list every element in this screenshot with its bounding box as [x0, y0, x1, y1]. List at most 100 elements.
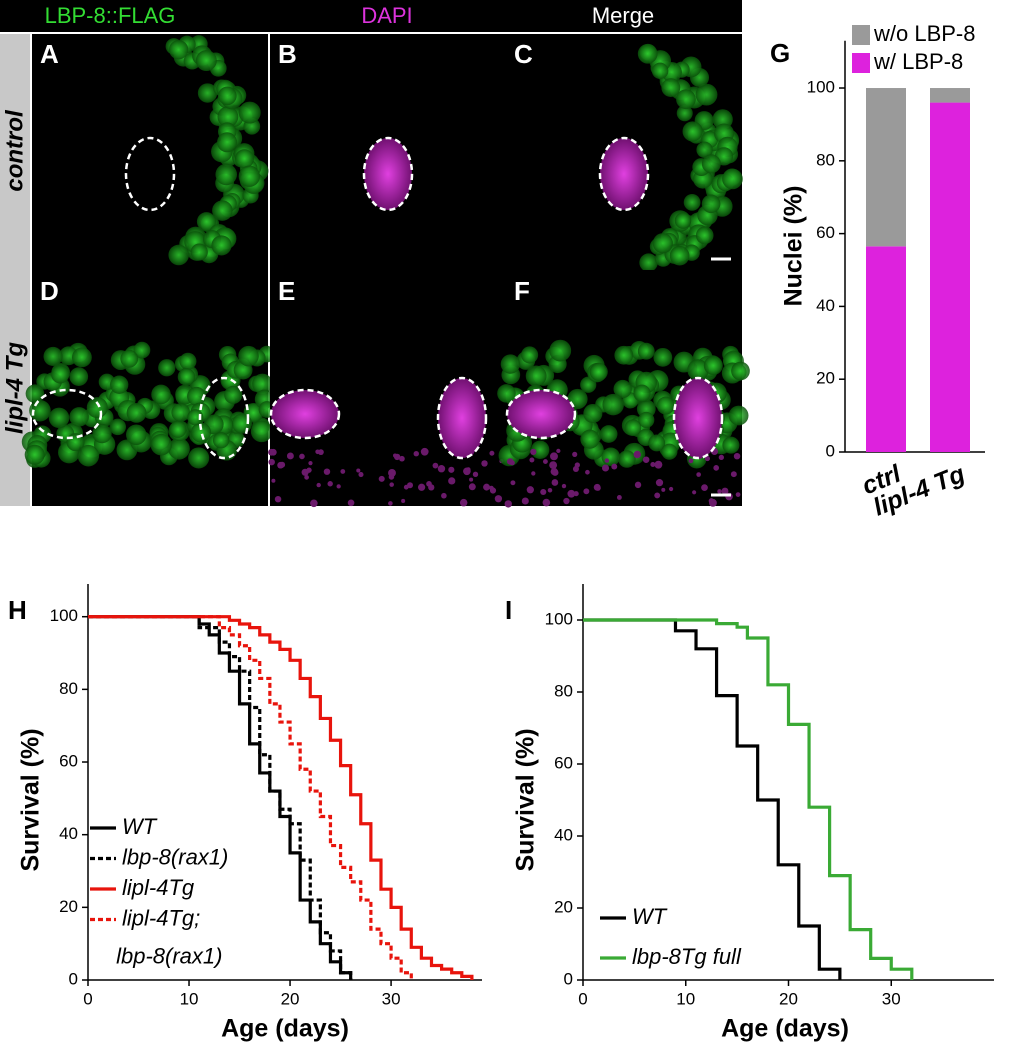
speck [316, 482, 321, 488]
cell [653, 347, 673, 367]
micrographs [21, 34, 750, 508]
speck [540, 488, 547, 496]
speck [279, 461, 286, 468]
panel-letter: H [8, 595, 27, 625]
cell [614, 345, 634, 365]
cell [599, 425, 618, 443]
legend-label: lbp-8Tg full [632, 944, 742, 969]
speck [696, 472, 701, 477]
panel-letter: A [40, 39, 59, 69]
cell [179, 352, 197, 370]
cell [187, 386, 206, 406]
speck [301, 468, 309, 476]
cell [703, 356, 723, 375]
speck [551, 479, 559, 486]
cell [212, 432, 230, 449]
y-tick-label: 0 [564, 969, 573, 988]
speck [459, 498, 468, 507]
speck [274, 495, 282, 503]
speck [448, 466, 455, 473]
speck [661, 487, 666, 492]
cell [731, 361, 750, 381]
speck [310, 499, 318, 508]
cell [69, 367, 89, 386]
cell [521, 346, 539, 364]
cell [151, 384, 171, 405]
y-tick-label: 80 [816, 150, 835, 169]
speck [692, 490, 697, 495]
speck [472, 471, 479, 478]
header-bar [0, 0, 742, 32]
speck [401, 498, 406, 503]
speck [721, 487, 729, 495]
column-header: LBP-8::FLAG [45, 3, 176, 28]
cell [497, 384, 516, 403]
cell [601, 447, 621, 467]
speck [542, 498, 551, 507]
speck [561, 483, 567, 489]
speck [432, 462, 439, 469]
speck [417, 483, 426, 491]
cell [618, 450, 636, 468]
row-label: control [1, 109, 28, 192]
cell [589, 362, 608, 381]
panel-letter: B [278, 39, 297, 69]
row-label-strip [0, 34, 30, 506]
cell [211, 235, 232, 256]
cell [51, 365, 70, 384]
speck [633, 450, 641, 459]
cell [602, 393, 624, 416]
cell [633, 384, 651, 402]
cell [639, 253, 658, 272]
speck [347, 499, 355, 507]
cell [583, 403, 603, 424]
cell [126, 424, 147, 445]
cell [218, 86, 237, 106]
x-tick-label: 10 [676, 989, 695, 1008]
speck [543, 459, 548, 464]
cell [722, 436, 740, 454]
speck [530, 448, 537, 456]
speck [504, 500, 512, 508]
speck [466, 467, 471, 472]
y-tick-label: 100 [50, 606, 78, 625]
speck [304, 474, 309, 480]
speck [510, 480, 516, 486]
legend-label: lbp-8(rax1) [122, 844, 228, 869]
speck [340, 469, 346, 474]
bar-segment [866, 88, 906, 247]
legend-swatch [852, 53, 870, 73]
speck [481, 460, 488, 467]
cell [48, 407, 70, 429]
nucleus [674, 378, 722, 458]
speck [358, 472, 364, 478]
x-tick-label: 20 [281, 989, 300, 1008]
nucleus-outline [124, 136, 176, 212]
speck [549, 461, 558, 470]
nucleus [507, 390, 575, 438]
y-axis-title: Survival (%) [512, 728, 540, 871]
speck [356, 468, 361, 473]
speck [483, 483, 490, 491]
cell [651, 62, 669, 80]
y-tick-label: 80 [554, 681, 573, 700]
cell [238, 101, 261, 124]
speck [634, 481, 642, 489]
cell [71, 347, 92, 368]
speck [271, 478, 276, 483]
cell [234, 149, 254, 169]
legend-label: WT [632, 904, 668, 929]
panel-letter: F [514, 276, 530, 306]
speck [323, 468, 331, 475]
cell [661, 78, 681, 98]
cell [238, 165, 261, 187]
bar-segment [866, 246, 906, 452]
speck [413, 450, 419, 457]
speck [318, 449, 324, 456]
y-tick-label: 100 [807, 78, 835, 97]
cell [215, 163, 237, 186]
speck [308, 461, 313, 466]
y-axis-title: Survival (%) [17, 728, 45, 871]
speck [531, 471, 536, 476]
speck [585, 469, 590, 475]
